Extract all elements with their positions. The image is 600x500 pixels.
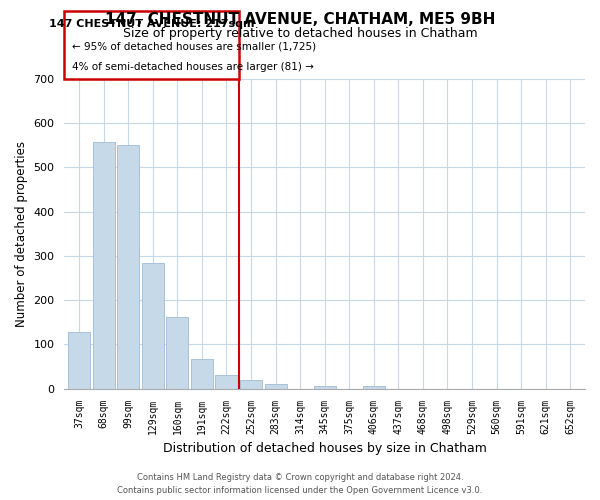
Y-axis label: Number of detached properties: Number of detached properties (15, 141, 28, 327)
Bar (363, 386, 385, 388)
Bar (215, 376, 238, 388)
Text: 147, CHESTNUT AVENUE, CHATHAM, ME5 9BH: 147, CHESTNUT AVENUE, CHATHAM, ME5 9BH (105, 12, 495, 28)
Bar (240, 380, 262, 388)
Bar (92, 142, 115, 388)
Bar (265, 384, 287, 388)
Bar (191, 358, 213, 388)
Text: 147 CHESTNUT AVENUE: 217sqm: 147 CHESTNUT AVENUE: 217sqm (49, 20, 254, 30)
Text: ← 95% of detached houses are smaller (1,725): ← 95% of detached houses are smaller (1,… (72, 42, 316, 51)
Text: 4% of semi-detached houses are larger (81) →: 4% of semi-detached houses are larger (8… (72, 62, 314, 72)
Bar (68, 332, 90, 388)
X-axis label: Distribution of detached houses by size in Chatham: Distribution of detached houses by size … (163, 442, 487, 455)
FancyBboxPatch shape (64, 11, 239, 79)
Text: Contains HM Land Registry data © Crown copyright and database right 2024.
Contai: Contains HM Land Registry data © Crown c… (118, 474, 482, 495)
Bar (314, 386, 336, 388)
Bar (117, 146, 139, 388)
Bar (142, 264, 164, 388)
Text: Size of property relative to detached houses in Chatham: Size of property relative to detached ho… (122, 28, 478, 40)
Bar (166, 316, 188, 388)
